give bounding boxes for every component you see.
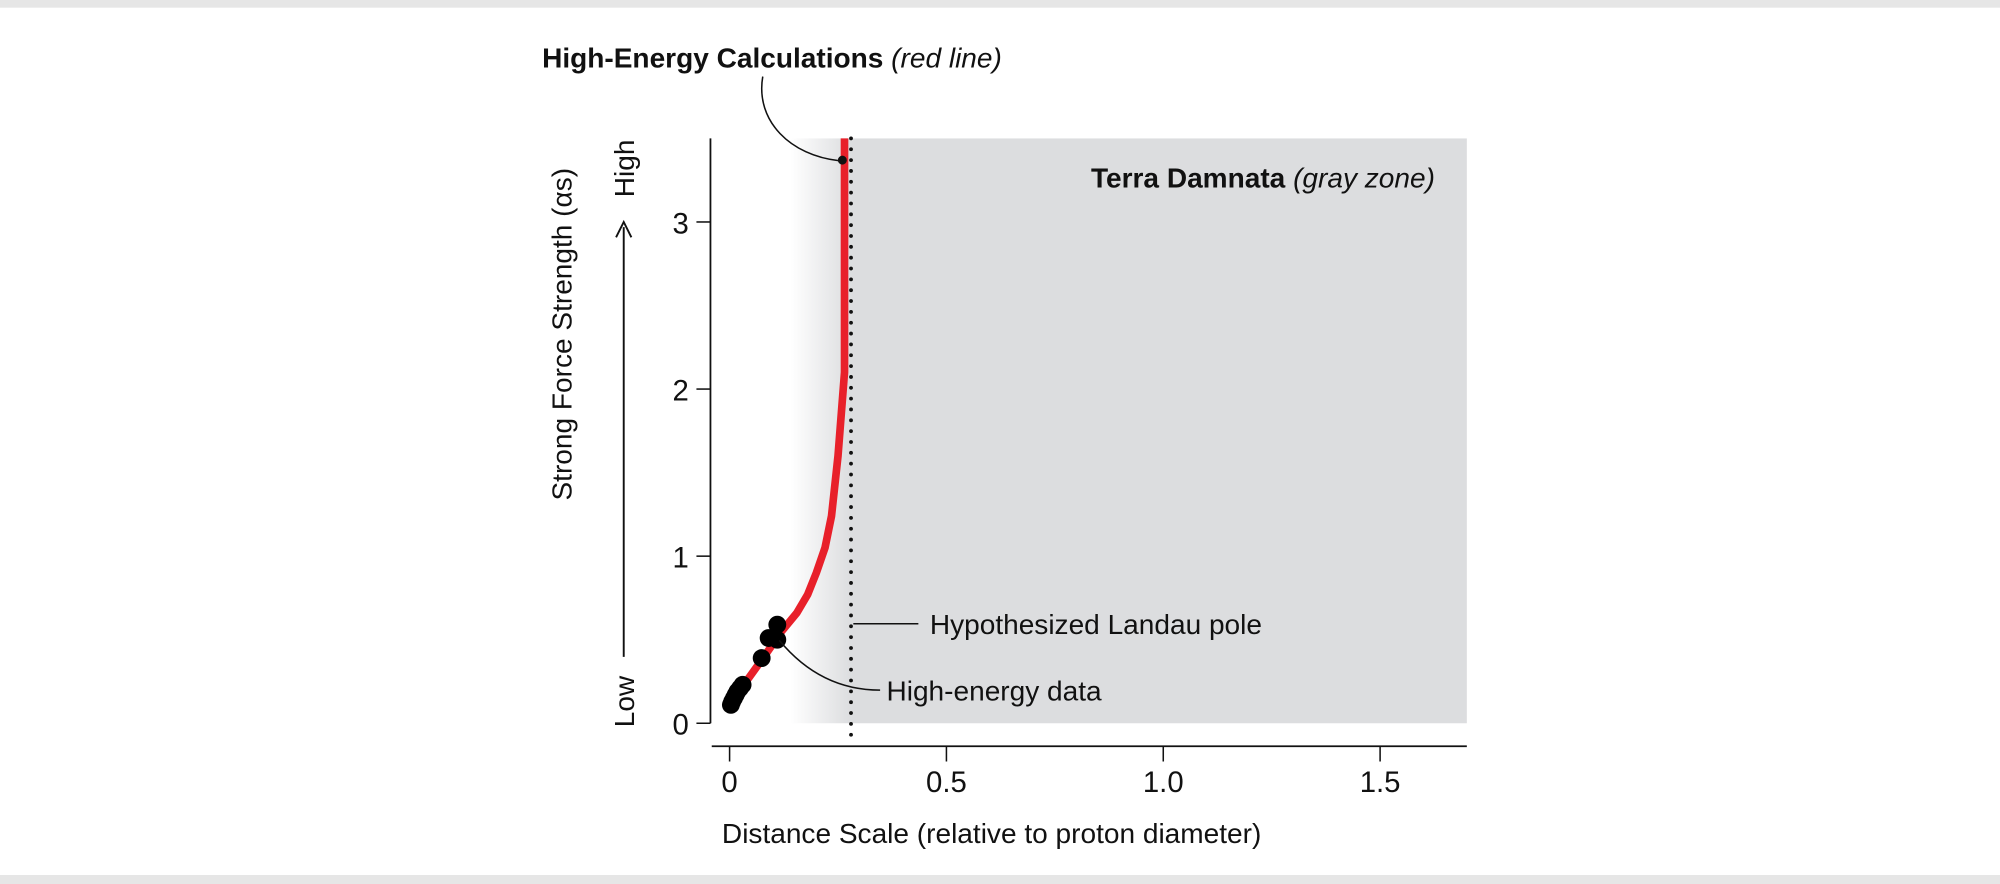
y-axis-high-label: High bbox=[609, 140, 640, 198]
axes: 0 1 2 3 0 0.5 1.0 1.5 bbox=[672, 138, 1467, 799]
gray-zone-area bbox=[851, 138, 1467, 724]
zone-title: Terra Damnata bbox=[1091, 163, 1286, 194]
calc-annotation: High-Energy Calculations (red line) bbox=[542, 43, 1002, 74]
y-tick-label: 2 bbox=[672, 375, 688, 408]
data-annotation: High-energy data bbox=[886, 675, 1102, 706]
zone-sub: (gray zone) bbox=[1293, 163, 1435, 194]
data-point bbox=[752, 649, 771, 668]
y-axis-low-label: Low bbox=[609, 675, 640, 727]
calc-title: High-Energy Calculations bbox=[542, 43, 883, 74]
data-point bbox=[768, 615, 787, 634]
x-tick-label: 0.5 bbox=[926, 766, 967, 799]
y-axis-label: Strong Force Strength (αs) bbox=[546, 168, 577, 501]
calc-annotation-point bbox=[837, 155, 847, 165]
calc-sub: (red line) bbox=[891, 43, 1002, 74]
top-band bbox=[0, 0, 2000, 8]
x-tick-label: 1.0 bbox=[1143, 766, 1184, 799]
y-tick-label: 1 bbox=[672, 542, 688, 575]
zone-annotation: Terra Damnata (gray zone) bbox=[1091, 163, 1435, 194]
data-point bbox=[733, 675, 752, 694]
low-high-arrow-icon bbox=[615, 219, 633, 657]
x-tick-label: 0 bbox=[721, 766, 737, 799]
landau-annotation: Hypothesized Landau pole bbox=[930, 609, 1262, 640]
data-leader-line bbox=[778, 639, 881, 691]
y-tick-label: 3 bbox=[672, 207, 688, 240]
marks bbox=[721, 136, 853, 746]
y-tick-label: 0 bbox=[672, 709, 688, 742]
calc-leader-line bbox=[760, 76, 840, 162]
bottom-band bbox=[0, 875, 2000, 884]
gray-zone bbox=[790, 138, 1467, 724]
x-axis-label: Distance Scale (relative to proton diame… bbox=[722, 818, 1261, 849]
x-tick-label: 1.5 bbox=[1360, 766, 1401, 799]
